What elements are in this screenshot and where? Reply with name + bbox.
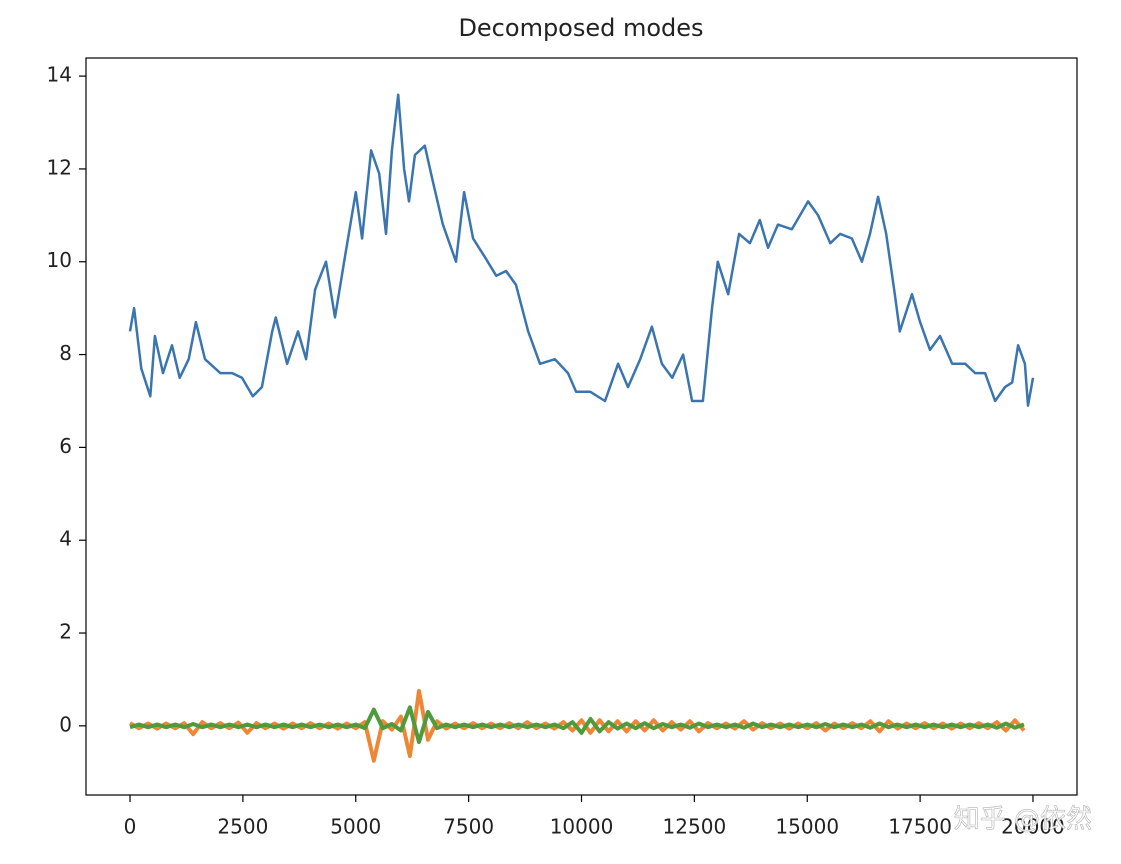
y-tick-label: 12 — [47, 155, 72, 179]
y-tick-label: 2 — [59, 620, 72, 644]
x-tick-label: 17500 — [888, 815, 952, 839]
y-tick-label: 0 — [59, 712, 72, 736]
y-tick-label: 6 — [59, 434, 72, 458]
x-tick-label: 0 — [124, 815, 137, 839]
x-tick-label: 15000 — [775, 815, 839, 839]
y-tick-label: 8 — [59, 341, 72, 365]
x-tick-label: 10000 — [550, 815, 614, 839]
x-tick-label: 2500 — [217, 815, 268, 839]
line-series — [128, 93, 1035, 407]
y-tick-label: 4 — [59, 527, 72, 551]
chart-title: Decomposed modes — [458, 14, 703, 42]
x-tick-label: 20000 — [1001, 815, 1065, 839]
y-tick-label: 10 — [47, 248, 72, 272]
x-tick-label: 12500 — [663, 815, 727, 839]
line-series — [129, 705, 1025, 745]
x-tick-label: 7500 — [443, 815, 494, 839]
y-tick-label: 14 — [47, 63, 72, 87]
watermark: 知乎 @依然 — [954, 805, 1092, 835]
x-tick-label: 5000 — [330, 815, 381, 839]
plot-frame — [85, 57, 1078, 796]
